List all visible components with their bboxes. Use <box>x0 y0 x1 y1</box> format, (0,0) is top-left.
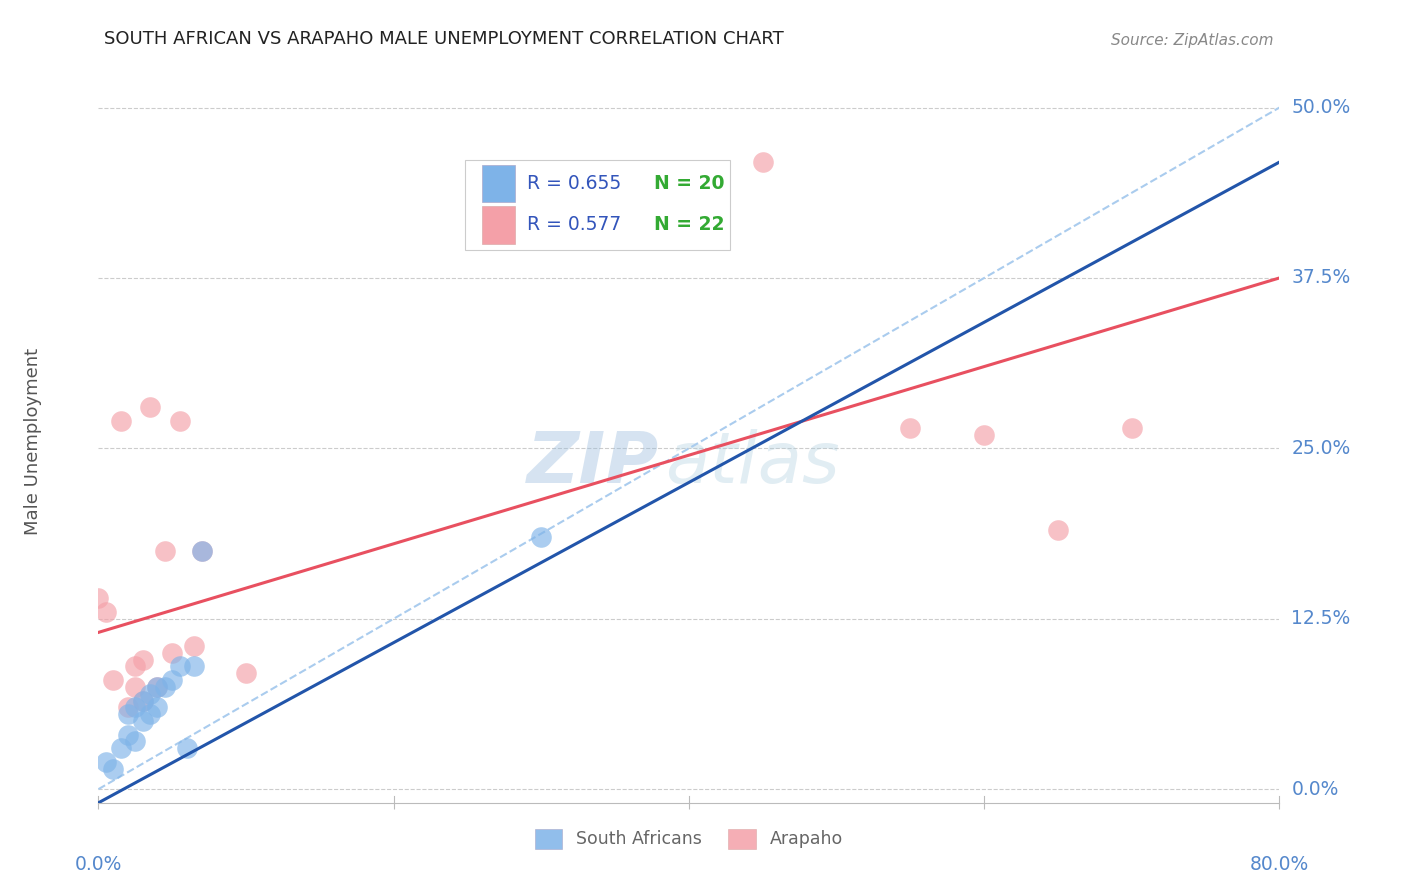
Point <box>191 543 214 558</box>
Point <box>235 666 257 681</box>
Text: 37.5%: 37.5% <box>1291 268 1351 287</box>
Point <box>110 741 132 756</box>
Point <box>153 543 176 558</box>
Point <box>117 728 139 742</box>
Legend: South Africans, Arapaho: South Africans, Arapaho <box>527 822 851 855</box>
Point <box>94 605 117 619</box>
Point <box>146 680 169 694</box>
Text: Source: ZipAtlas.com: Source: ZipAtlas.com <box>1111 33 1274 48</box>
Text: SOUTH AFRICAN VS ARAPAHO MALE UNEMPLOYMENT CORRELATION CHART: SOUTH AFRICAN VS ARAPAHO MALE UNEMPLOYME… <box>104 29 785 48</box>
Point <box>153 680 176 694</box>
Text: 25.0%: 25.0% <box>1291 439 1351 458</box>
Point <box>124 680 146 694</box>
Point <box>752 155 775 169</box>
FancyBboxPatch shape <box>464 160 730 250</box>
Text: 12.5%: 12.5% <box>1291 609 1351 628</box>
Point <box>103 762 125 776</box>
Point <box>183 639 205 653</box>
Point <box>162 673 183 687</box>
Point <box>94 755 117 769</box>
Point <box>110 414 132 428</box>
Point <box>973 427 995 442</box>
Point <box>132 693 155 707</box>
Point <box>132 693 155 707</box>
Point <box>183 659 205 673</box>
Point <box>146 700 169 714</box>
Point <box>117 707 139 722</box>
Point <box>132 714 155 728</box>
Point <box>169 659 191 673</box>
Point <box>103 673 125 687</box>
Text: Male Unemployment: Male Unemployment <box>24 348 42 535</box>
Text: R = 0.577: R = 0.577 <box>527 215 621 235</box>
Text: 0.0%: 0.0% <box>1291 780 1339 798</box>
Point <box>139 687 162 701</box>
Bar <box>482 206 516 244</box>
Point <box>530 530 553 544</box>
Bar <box>482 165 516 202</box>
Point <box>124 734 146 748</box>
Text: N = 22: N = 22 <box>654 215 724 235</box>
Point <box>1046 523 1070 537</box>
Point <box>191 543 214 558</box>
Point <box>162 646 183 660</box>
Point <box>139 401 162 415</box>
Text: N = 20: N = 20 <box>654 174 724 193</box>
Point <box>139 707 162 722</box>
Text: 80.0%: 80.0% <box>1250 855 1309 873</box>
Point <box>117 700 139 714</box>
Point <box>176 741 198 756</box>
Text: atlas: atlas <box>665 429 839 498</box>
Point <box>124 659 146 673</box>
Point <box>146 680 169 694</box>
Text: R = 0.655: R = 0.655 <box>527 174 621 193</box>
Point <box>1121 421 1143 435</box>
Text: ZIP: ZIP <box>527 429 659 498</box>
Point <box>169 414 191 428</box>
Point <box>132 653 155 667</box>
Point <box>900 421 922 435</box>
Point <box>124 700 146 714</box>
Text: 0.0%: 0.0% <box>75 855 122 873</box>
Text: 50.0%: 50.0% <box>1291 98 1351 117</box>
Point <box>87 591 110 606</box>
